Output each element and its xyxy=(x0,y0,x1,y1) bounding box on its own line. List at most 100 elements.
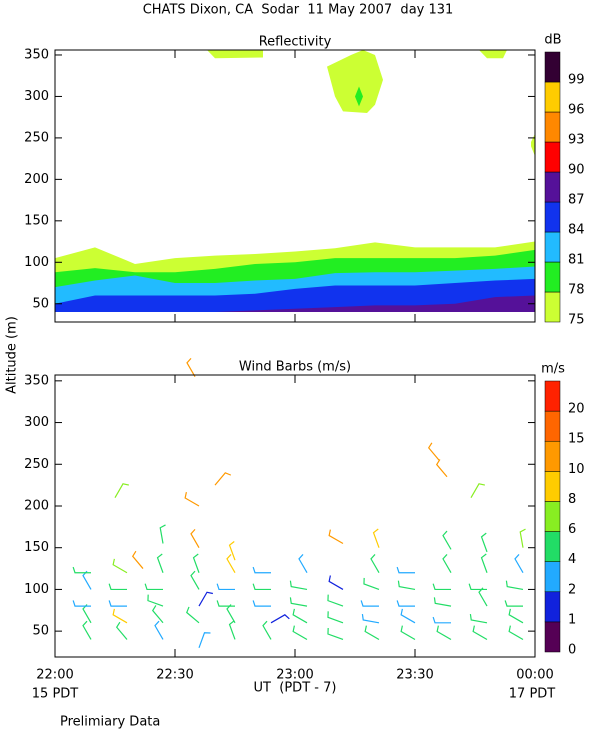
wind-barb xyxy=(470,483,485,498)
colorbar-segment xyxy=(544,501,561,532)
wind-barb xyxy=(190,528,200,549)
y-tick-label: 100 xyxy=(24,255,49,270)
wind-barb xyxy=(508,625,524,640)
colorbar-segment xyxy=(544,591,561,623)
wind-barb xyxy=(328,575,344,590)
wind-barb xyxy=(151,605,164,624)
x-axis-label: UT (PDT - 7) xyxy=(254,681,337,696)
colorbar-label: 6 xyxy=(568,522,576,537)
x-sublabel: 15 PDT xyxy=(32,687,79,702)
wind-barb xyxy=(396,600,415,607)
wind-barb xyxy=(214,472,232,486)
wind-barb xyxy=(228,541,236,561)
colorbar-label: 75 xyxy=(568,313,585,328)
x-tick-label: 22:30 xyxy=(156,668,193,683)
x-sublabel: 17 PDT xyxy=(509,687,556,702)
wind-barb xyxy=(82,620,92,640)
y-tick-label: 50 xyxy=(32,296,49,311)
wind-barb xyxy=(292,608,308,624)
wind-barb xyxy=(469,613,488,624)
wind-barb xyxy=(192,553,200,573)
y-tick-label: 250 xyxy=(24,457,49,472)
colorbar-segment xyxy=(544,440,561,472)
wind-barb xyxy=(289,597,308,607)
wind-barb xyxy=(198,632,211,649)
wind-barb xyxy=(360,600,379,607)
wind-barb xyxy=(400,608,416,624)
wind-barb xyxy=(363,577,380,590)
colorbar-label: 0 xyxy=(568,643,576,658)
wind-barb xyxy=(112,558,128,574)
wind-barb xyxy=(327,627,344,641)
wind-barb xyxy=(442,554,452,574)
wind-barb xyxy=(372,528,380,548)
colorbar-segment xyxy=(544,261,561,293)
wind-barb xyxy=(198,591,213,607)
wind-barb xyxy=(108,600,127,607)
wind-barb xyxy=(262,620,272,640)
wind-barb xyxy=(115,621,128,640)
wind-barb xyxy=(370,554,380,574)
y-tick-label: 300 xyxy=(24,415,49,430)
x-tick-label: 23:00 xyxy=(276,668,313,683)
footer: Prelimiary Data xyxy=(60,715,160,730)
wind-barb xyxy=(226,554,236,574)
wind-barb xyxy=(131,550,144,569)
wind-barb xyxy=(154,620,164,640)
wind-barb xyxy=(432,583,451,591)
wind-barb xyxy=(298,554,308,574)
x-tick-label: 00:00 xyxy=(516,668,553,683)
colorbar-title: dB xyxy=(544,33,561,48)
contour-patch xyxy=(207,50,263,59)
contour-patch xyxy=(479,50,507,59)
wind-barb xyxy=(190,570,200,590)
wind-barb xyxy=(108,583,127,591)
wind-barb xyxy=(252,600,271,607)
wind-barb xyxy=(252,583,271,591)
wind-barb xyxy=(328,529,344,545)
colorbar-label: 90 xyxy=(568,163,585,178)
wind-barb xyxy=(252,566,271,574)
colorbar-segment xyxy=(544,471,561,502)
wind-barb xyxy=(436,625,452,640)
wind-barb xyxy=(327,611,344,624)
colorbar-segment xyxy=(544,561,561,593)
wind-barb xyxy=(292,625,308,640)
contour-patch xyxy=(355,86,363,107)
panel-title: Wind Barbs (m/s) xyxy=(239,360,351,375)
colorbar-label: 2 xyxy=(568,582,576,597)
colorbar-label: 93 xyxy=(568,133,585,148)
wind-barb xyxy=(505,580,524,591)
colorbar-segment xyxy=(544,111,561,143)
wind-barb xyxy=(72,600,91,607)
colorbar-label: 81 xyxy=(568,253,585,268)
wind-barb xyxy=(468,583,487,591)
contour-band xyxy=(55,295,535,313)
y-tick-label: 350 xyxy=(24,47,49,62)
wind-barb xyxy=(504,600,523,607)
wind-barb xyxy=(427,442,440,461)
colorbar-label: 1 xyxy=(568,612,576,627)
wind-barb xyxy=(442,530,452,550)
colorbar-label: 4 xyxy=(568,552,576,567)
wind-barb xyxy=(397,580,416,591)
colorbar-label: 20 xyxy=(568,402,585,417)
y-tick-label: 200 xyxy=(24,498,49,513)
contour-patch xyxy=(327,50,383,114)
x-tick-label: 23:30 xyxy=(396,668,433,683)
wind-barb xyxy=(144,583,163,591)
wind-barb xyxy=(480,553,488,573)
colorbar-label: 78 xyxy=(568,283,585,298)
wind-barb xyxy=(519,528,526,548)
colorbar-segment xyxy=(544,410,561,442)
wind-barb xyxy=(435,459,448,478)
wind-barb xyxy=(432,616,451,624)
colorbar-segment xyxy=(544,380,561,412)
y-tick-label: 250 xyxy=(24,130,49,145)
wind-barb xyxy=(72,566,91,574)
x-tick-label: 22:00 xyxy=(36,668,73,683)
colorbar-segment xyxy=(544,291,561,323)
colorbar-label: 99 xyxy=(568,73,585,88)
contour-band xyxy=(55,278,535,313)
